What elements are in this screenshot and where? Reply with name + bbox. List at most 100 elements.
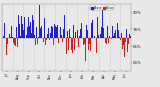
Bar: [91, 23, 92, 38]
Bar: [72, 38, 73, 53]
Bar: [46, 38, 47, 40]
Bar: [96, 38, 97, 53]
Bar: [18, 15, 19, 38]
Bar: [97, 17, 98, 38]
Bar: [29, 26, 30, 38]
Bar: [103, 28, 104, 38]
Bar: [16, 27, 17, 38]
Bar: [9, 34, 10, 38]
Bar: [109, 36, 110, 38]
Bar: [67, 31, 68, 38]
Bar: [10, 37, 11, 38]
Bar: [74, 38, 75, 50]
Bar: [14, 38, 15, 45]
Bar: [48, 38, 49, 41]
Bar: [81, 23, 82, 38]
Bar: [41, 26, 42, 38]
Bar: [22, 24, 23, 38]
Bar: [51, 26, 52, 38]
Bar: [118, 30, 119, 38]
Bar: [78, 38, 79, 47]
Bar: [43, 38, 44, 42]
Bar: [64, 15, 65, 38]
Bar: [38, 37, 39, 38]
Bar: [117, 23, 118, 38]
Bar: [129, 34, 130, 38]
Bar: [69, 29, 70, 38]
Bar: [56, 27, 57, 38]
Bar: [57, 25, 58, 38]
Bar: [62, 38, 63, 42]
Bar: [77, 30, 78, 38]
Bar: [28, 17, 29, 38]
Bar: [82, 38, 83, 50]
Bar: [42, 30, 43, 38]
Bar: [19, 38, 20, 50]
Bar: [13, 38, 14, 43]
Bar: [26, 35, 27, 38]
Bar: [35, 38, 36, 45]
Bar: [37, 38, 38, 44]
Bar: [108, 38, 109, 43]
Bar: [25, 15, 26, 38]
Bar: [122, 38, 123, 49]
Bar: [6, 38, 7, 55]
Bar: [30, 22, 31, 38]
Bar: [68, 38, 69, 50]
Bar: [99, 29, 100, 38]
Bar: [119, 37, 120, 38]
Bar: [88, 38, 89, 40]
Bar: [12, 37, 13, 38]
Bar: [11, 26, 12, 38]
Bar: [123, 38, 124, 45]
Bar: [130, 36, 131, 38]
Bar: [39, 5, 40, 38]
Bar: [71, 38, 72, 50]
Bar: [73, 25, 74, 38]
Bar: [17, 38, 18, 47]
Bar: [83, 38, 84, 45]
Bar: [24, 17, 25, 38]
Bar: [55, 26, 56, 38]
Bar: [58, 38, 59, 43]
Bar: [59, 17, 60, 38]
Bar: [49, 38, 50, 40]
Bar: [120, 38, 121, 40]
Bar: [125, 38, 126, 42]
Bar: [124, 38, 125, 57]
Bar: [107, 26, 108, 38]
Bar: [84, 38, 85, 44]
Bar: [98, 35, 99, 38]
Bar: [3, 36, 4, 38]
Bar: [50, 33, 51, 38]
Bar: [114, 33, 115, 38]
Bar: [85, 38, 86, 61]
Bar: [54, 23, 55, 38]
Bar: [44, 18, 45, 38]
Bar: [36, 27, 37, 38]
Bar: [21, 16, 22, 38]
Bar: [101, 27, 102, 38]
Bar: [61, 35, 62, 38]
Bar: [79, 36, 80, 38]
Bar: [63, 29, 64, 38]
Bar: [87, 37, 88, 38]
Legend: Above, Below: Above, Below: [90, 5, 114, 10]
Bar: [111, 38, 112, 39]
Bar: [94, 36, 95, 38]
Bar: [32, 15, 33, 38]
Bar: [116, 38, 117, 50]
Bar: [76, 24, 77, 38]
Bar: [112, 26, 113, 38]
Bar: [66, 38, 67, 54]
Bar: [53, 38, 54, 45]
Bar: [80, 29, 81, 38]
Bar: [106, 38, 107, 44]
Bar: [113, 36, 114, 38]
Bar: [86, 25, 87, 38]
Bar: [8, 38, 9, 49]
Bar: [45, 38, 46, 45]
Bar: [127, 38, 128, 40]
Bar: [102, 9, 103, 38]
Bar: [31, 33, 32, 38]
